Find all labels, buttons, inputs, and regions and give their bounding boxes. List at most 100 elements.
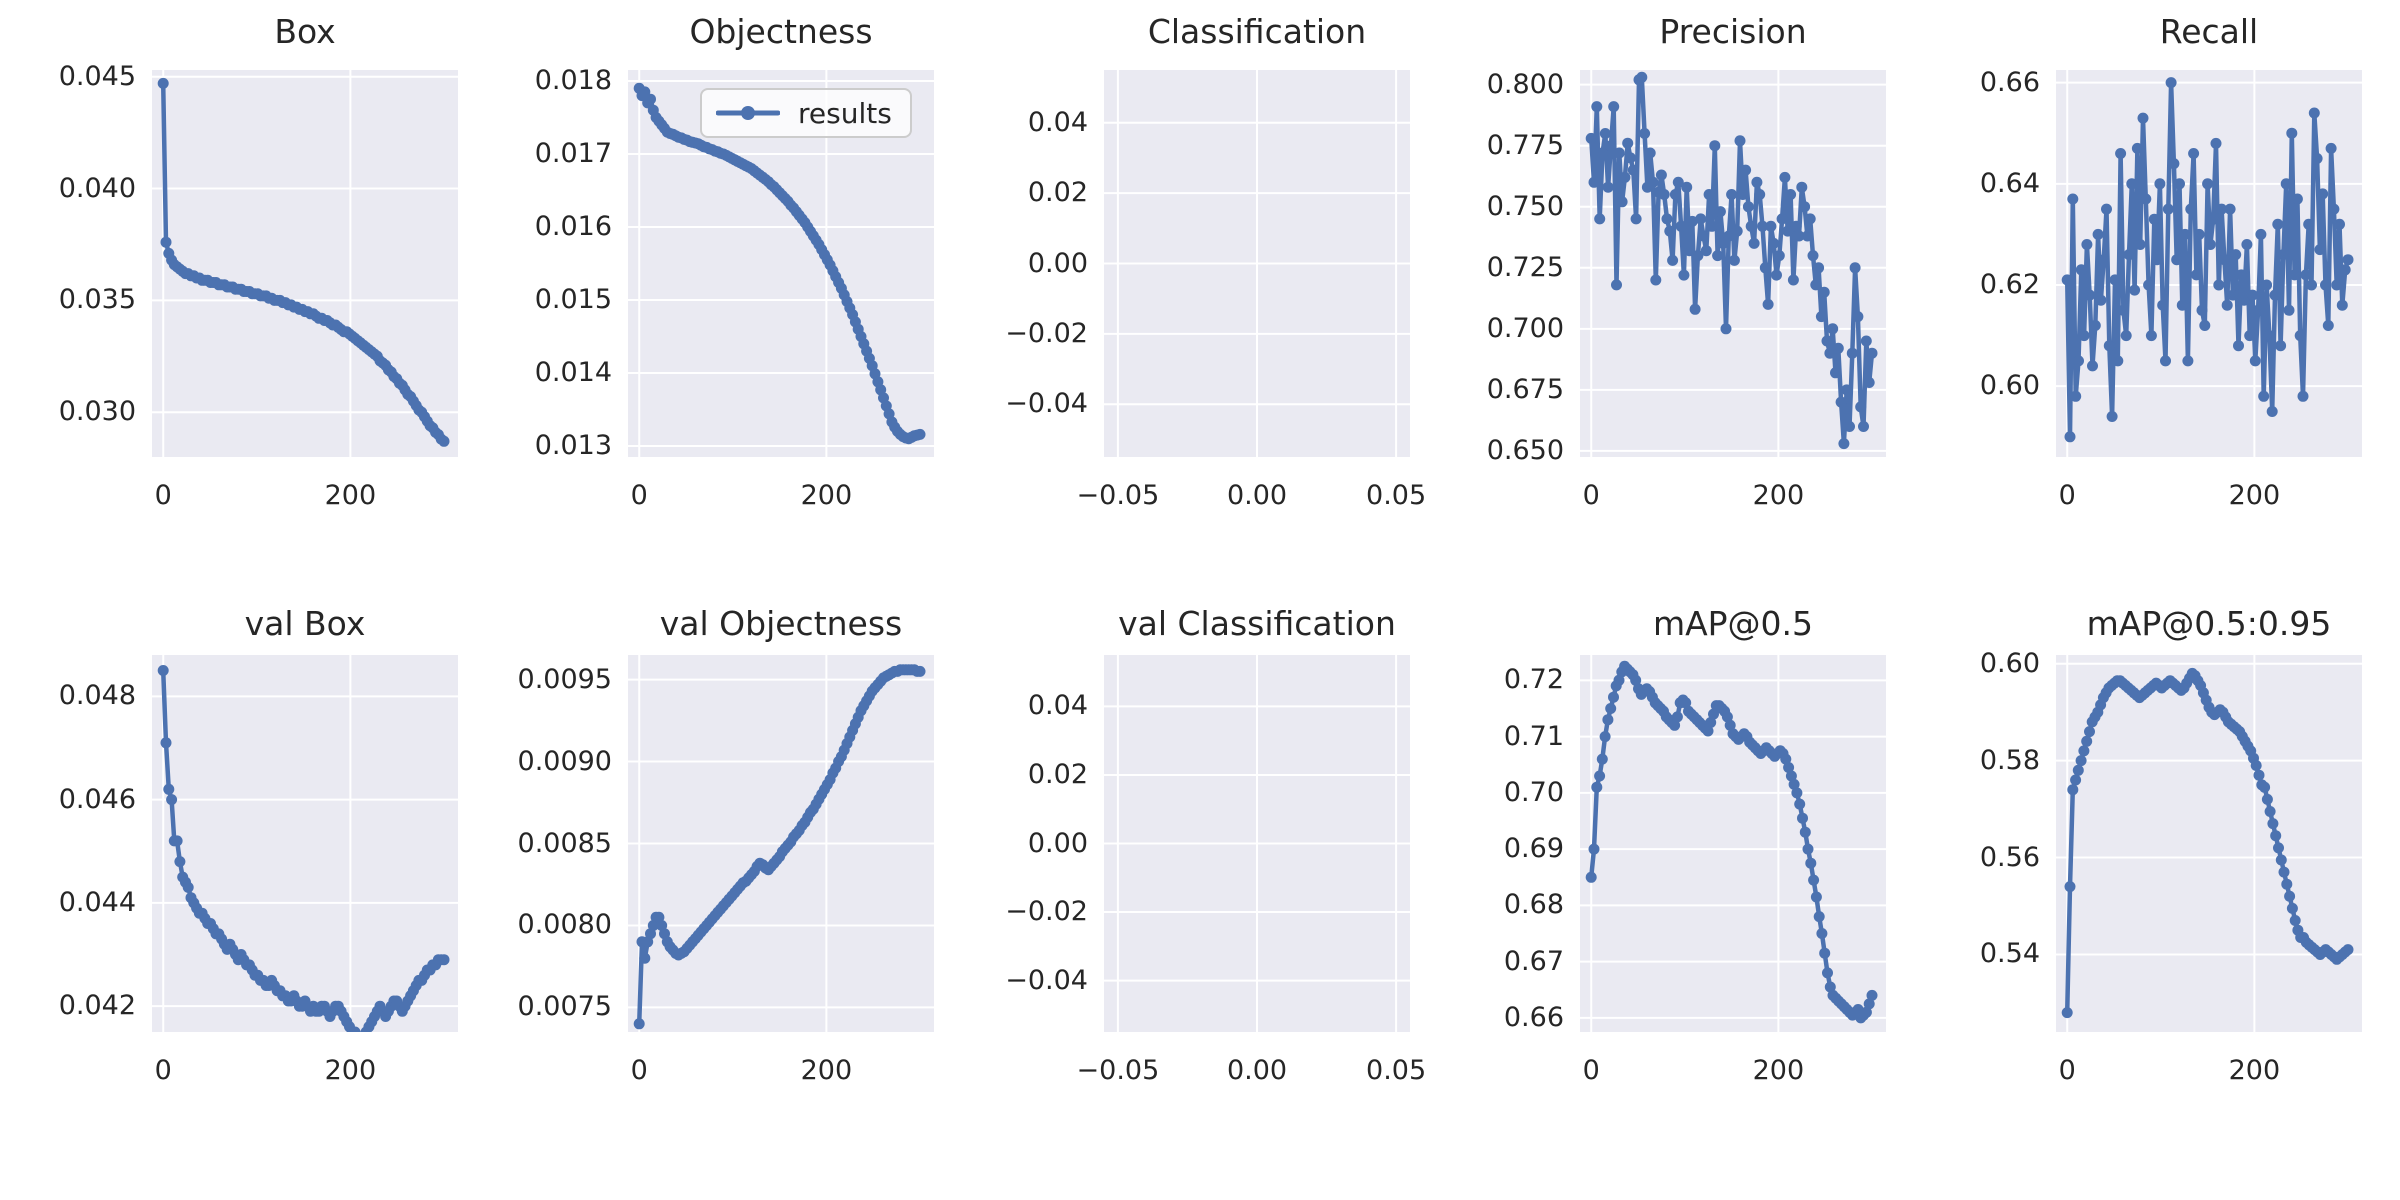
plot-area (1104, 70, 1410, 457)
y-tick-label: 0.60 (1979, 647, 2040, 679)
subplot-precision: Precision 0.800 0.775 0.750 0.725 0.700 0.675 0… (1440, 0, 1920, 600)
y-tick-label: 0.0080 (517, 909, 612, 941)
y-tick-label: −0.04 (1005, 964, 1088, 996)
x-tick-label: 0 (1582, 480, 1600, 511)
plot-area (1580, 70, 1886, 457)
y-tick-label: 0.56 (1979, 841, 2040, 873)
y-tick-label: 0.018 (534, 64, 612, 96)
y-tick-label: 0.67 (1503, 945, 1564, 977)
x-tick-label: 0 (154, 480, 172, 511)
plot-title: Recall (2159, 12, 2259, 51)
x-tick-label: 200 (324, 480, 377, 511)
x-tick-label: 200 (800, 480, 853, 511)
plot-area (152, 70, 458, 457)
plot-title: mAP@0.5:0.95 (2086, 604, 2332, 643)
y-tick-label: 0.015 (534, 284, 612, 315)
plot-area (1580, 655, 1886, 1032)
y-tick-label: 0.0085 (517, 827, 612, 859)
y-tick-label: −0.02 (1005, 896, 1088, 928)
plot-title: Objectness (689, 12, 873, 51)
y-tick-label: 0.60 (1979, 370, 2040, 402)
y-tick-label: 0.02 (1027, 758, 1088, 790)
y-tick-label: 0.775 (1486, 129, 1564, 161)
y-tick-label: 0.70 (1503, 776, 1564, 808)
y-tick-label: 0.0075 (517, 991, 612, 1023)
plot-title: Box (274, 12, 336, 51)
y-tick-label: 0.04 (1027, 690, 1088, 722)
plot-area (2056, 655, 2362, 1032)
x-tick-label: 0 (630, 1055, 648, 1086)
y-tick-label: 0.0095 (517, 663, 612, 695)
y-tick-label: 0.048 (58, 680, 136, 712)
x-tick-label: −0.05 (1076, 1055, 1160, 1086)
legend-line-marker-icon (716, 106, 780, 120)
x-tick-label: 200 (1752, 1055, 1805, 1086)
y-tick-label: 0.014 (534, 357, 612, 389)
x-tick-label: 0 (630, 480, 648, 511)
x-tick-label: 0 (154, 1055, 172, 1086)
subplot-val-classification: val Classification 0.04 0.02 0.00 −0.02 −0.04… (960, 600, 1440, 1200)
y-tick-label: 0.00 (1027, 827, 1088, 859)
legend: results (700, 88, 912, 138)
plot-title: val Objectness (659, 604, 903, 643)
y-tick-label: 0.035 (58, 284, 136, 316)
plot-area (152, 655, 458, 1032)
y-tick-label: 0.040 (58, 172, 136, 204)
y-tick-label: 0.725 (1486, 251, 1564, 283)
y-tick-label: 0.04 (1027, 106, 1088, 138)
plot-title: val Box (244, 604, 366, 643)
y-tick-label: 0.042 (58, 990, 136, 1022)
x-tick-label: 0 (1582, 1055, 1600, 1086)
x-tick-label: 0.05 (1366, 480, 1427, 511)
y-tick-label: 0.800 (1486, 68, 1564, 100)
x-tick-label: 0 (2058, 480, 2076, 511)
y-tick-label: 0.046 (58, 783, 136, 815)
subplot-val-objectness: val Objectness 0.0095 0.0090 0.0085 0.0080 0.… (480, 600, 960, 1200)
subplot-box: Box 0.045 0.040 0.035 0.030 0 200 (0, 0, 480, 600)
x-tick-label: 0.00 (1226, 480, 1288, 511)
plot-title: Precision (1659, 12, 1807, 51)
y-tick-label: 0.030 (58, 396, 136, 428)
subplot-recall: Recall 0.66 0.64 0.62 0.60 0 200 (1920, 0, 2400, 600)
y-tick-label: 0.700 (1486, 312, 1564, 344)
x-tick-label: 0 (2058, 1055, 2076, 1086)
y-tick-label: 0.02 (1027, 177, 1088, 209)
y-tick-label: 0.64 (1979, 167, 2040, 199)
y-tick-label: 0.58 (1979, 744, 2040, 776)
x-tick-label: −0.05 (1076, 480, 1160, 511)
plot-title: mAP@0.5 (1652, 604, 1814, 643)
x-tick-label: 0.00 (1226, 1055, 1288, 1086)
y-tick-label: 0.62 (1979, 269, 2040, 300)
y-tick-label: 0.013 (534, 430, 612, 462)
y-tick-label: 0.044 (58, 886, 136, 918)
subplot-map05: mAP@0.5 0.72 0.71 0.70 0.69 0.68 0.67 0.66 0 200 (1440, 600, 1920, 1200)
y-tick-label: 0.66 (1503, 1001, 1564, 1033)
y-tick-label: 0.69 (1503, 833, 1564, 865)
y-tick-label: 0.71 (1503, 720, 1564, 752)
y-tick-label: 0.675 (1486, 373, 1564, 405)
subplot-classification: Classification 0.04 0.02 0.00 −0.02 −0.04 −0.0… (960, 0, 1440, 600)
x-tick-label: 200 (2228, 1055, 2281, 1086)
x-tick-label: 200 (324, 1055, 377, 1086)
subplot-objectness: Objectness 0.018 0.017 0.016 0.015 0.014 0.013… (480, 0, 960, 600)
legend-label: results (798, 96, 892, 130)
y-tick-label: 0.017 (534, 137, 612, 169)
y-tick-label: 0.0090 (517, 745, 612, 777)
y-tick-label: 0.045 (58, 60, 136, 92)
y-tick-label: 0.54 (1979, 938, 2040, 970)
y-tick-label: 0.00 (1027, 247, 1088, 279)
subplot-val-box: val Box 0.048 0.046 0.044 0.042 0 200 (0, 600, 480, 1200)
plot-area (2056, 70, 2362, 457)
y-tick-label: 0.650 (1486, 434, 1564, 466)
x-tick-label: 200 (2228, 480, 2281, 511)
y-tick-label: 0.66 (1979, 66, 2040, 98)
y-tick-label: −0.04 (1005, 388, 1088, 420)
y-tick-label: 0.68 (1503, 889, 1564, 921)
subplot-map0595: mAP@0.5:0.95 0.60 0.58 0.56 0.54 0 200 (1920, 600, 2400, 1200)
x-tick-label: 0.05 (1366, 1055, 1427, 1086)
plot-area (628, 655, 934, 1032)
plot-area (1104, 655, 1410, 1032)
y-tick-label: 0.750 (1486, 190, 1564, 222)
x-tick-label: 200 (800, 1055, 853, 1086)
